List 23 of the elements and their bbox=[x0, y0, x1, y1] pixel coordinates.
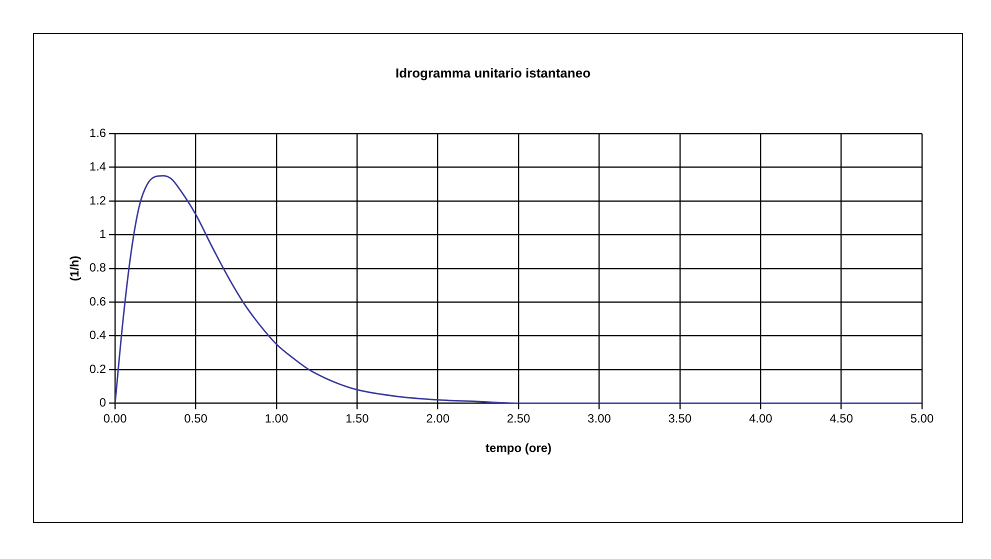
x-tick-label: 5.00 bbox=[910, 412, 934, 426]
x-tick-label: 4.50 bbox=[830, 412, 854, 426]
x-tick-label: 3.50 bbox=[668, 412, 692, 426]
x-tick-label: 0.50 bbox=[184, 412, 208, 426]
x-tick-label: 1.00 bbox=[264, 412, 288, 426]
x-tick-label: 2.00 bbox=[426, 412, 450, 426]
y-tick-label: 0.6 bbox=[89, 294, 106, 308]
y-tick-label: 0.4 bbox=[89, 328, 106, 342]
x-tick-label: 4.00 bbox=[748, 412, 773, 426]
x-tick-label: 0.00 bbox=[103, 412, 128, 426]
y-tick-label: 0.2 bbox=[89, 362, 106, 376]
y-tick-label: 0.8 bbox=[89, 260, 106, 275]
y-tick-label: 0 bbox=[99, 396, 106, 410]
x-tick-label: 1.50 bbox=[345, 412, 370, 426]
y-tick-label: 1.2 bbox=[89, 193, 106, 208]
y-tick-label: 1.6 bbox=[89, 126, 106, 140]
x-tick-label: 2.50 bbox=[506, 412, 531, 426]
y-tick-label: 1 bbox=[99, 227, 106, 242]
chart-title: Idrogramma unitario istantaneo bbox=[395, 65, 591, 80]
y-axis-title: (1/h) bbox=[68, 256, 82, 282]
x-axis-title: tempo (ore) bbox=[486, 441, 552, 456]
y-tick-label: 1.4 bbox=[89, 160, 106, 174]
x-tick-label: 3.00 bbox=[588, 412, 612, 426]
